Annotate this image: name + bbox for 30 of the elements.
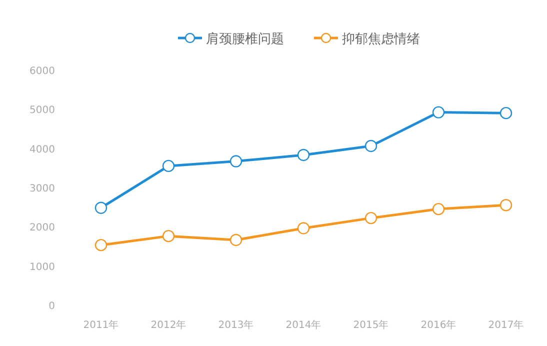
x-tick-label: 2017年 — [488, 319, 524, 331]
y-tick-label: 3000 — [30, 184, 55, 194]
y-tick-label: 2000 — [30, 222, 55, 234]
legend-label: 肩颈腰椎问题 — [206, 31, 284, 47]
point — [230, 155, 242, 168]
point — [230, 234, 242, 246]
point — [297, 222, 310, 234]
y-tick-label: 5000 — [30, 105, 55, 116]
point — [162, 160, 175, 172]
y-tick-label: 4000 — [30, 144, 55, 156]
point — [364, 212, 378, 224]
point — [432, 106, 445, 118]
point — [94, 238, 108, 252]
point — [162, 230, 175, 242]
point — [364, 140, 378, 152]
point — [500, 106, 512, 120]
x-tick-label: 2014年 — [286, 319, 322, 331]
point — [432, 202, 445, 216]
y-tick-label: 0 — [48, 301, 55, 312]
y-tick-label: 1000 — [30, 262, 55, 273]
point — [297, 148, 310, 162]
point — [94, 202, 108, 214]
x-tick-label: 2011年 — [83, 319, 119, 331]
x-tick-label: 2012年 — [150, 319, 186, 331]
legend-label: 抑郁焦虑情绪 — [342, 32, 420, 47]
point — [500, 199, 512, 212]
x-tick-label: 2016年 — [420, 319, 456, 331]
x-tick-label: 2013年 — [218, 319, 254, 331]
x-tick-label: 2015年 — [353, 319, 389, 331]
y-tick-label: 6000 — [30, 66, 55, 77]
